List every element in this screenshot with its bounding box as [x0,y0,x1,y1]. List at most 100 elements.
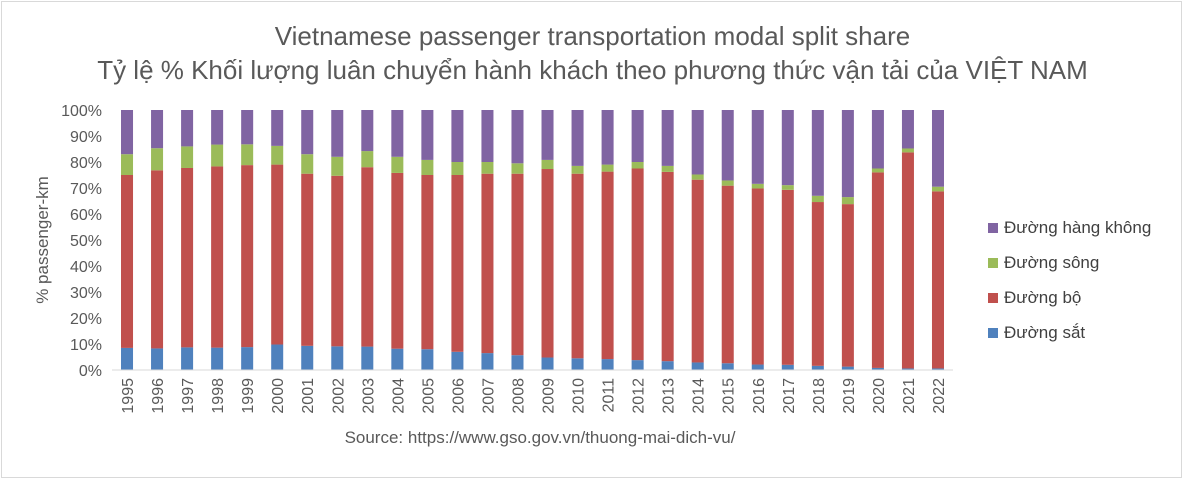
y-tick-label: 70% [70,181,102,198]
legend-label: Đường sông [1004,253,1100,272]
bar-segment [721,180,734,186]
bar-segment [721,185,734,364]
bar-segment [421,349,434,370]
bar-segment [271,145,284,165]
bar-segment [361,151,374,168]
bar-segment [451,175,464,352]
x-tick-label: 2001 [300,378,317,414]
x-tick-label: 1998 [210,378,227,414]
legend-swatch [988,293,998,303]
bar-segment [601,359,614,370]
bar-segment [571,110,584,166]
legend-label: Đường bộ [1004,288,1082,307]
y-tick-label: 60% [70,207,102,224]
x-tick-label: 2018 [811,378,828,414]
bar-segment [121,347,134,370]
bar-segment [661,361,674,370]
bar-segment [271,164,284,345]
bar-segment [331,110,344,157]
legend-swatch [988,328,998,338]
bar-segment [181,347,194,370]
legend-item: Đường hàng không [988,218,1151,238]
bar-segment [541,357,554,370]
bar-segment [661,110,674,166]
y-tick-label: 100% [61,103,102,120]
bar-segment [901,152,914,369]
bar-segment [301,110,314,155]
bar-segment [151,110,164,149]
bar-segment [931,191,944,369]
y-tick-label: 80% [70,155,102,172]
bar-segment [871,110,884,169]
bar-segment [811,365,824,370]
bar-segment [781,185,794,190]
legend-label: Đường hàng không [1004,218,1152,237]
bar-segment [901,368,914,370]
bar-segment [751,364,764,370]
bar-segment [541,159,554,170]
legend-swatch [988,223,998,233]
x-tick-label: 2011 [601,378,618,413]
x-tick-label: 2019 [841,378,858,414]
x-tick-label: 2007 [480,378,497,414]
bar-segment [181,167,194,348]
legend-label: Đường sắt [1004,323,1086,342]
bar-segment [181,110,194,147]
bar-segment [721,363,734,370]
bar-segment [361,167,374,347]
chart-subtitle: Tỷ lệ % Khối lượng luân chuyển hành khác… [97,55,1088,85]
bar-segment [361,110,374,152]
bar-segment [241,347,254,370]
chart-title: Vietnamese passenger transportation moda… [274,21,911,51]
bar-segment [331,346,344,370]
bar-segment [421,175,434,350]
x-tick-label: 2010 [571,378,588,414]
bar-segment [121,110,134,155]
x-tick-label: 1995 [120,378,137,414]
legend-swatch [988,258,998,268]
bar-segment [691,174,704,180]
bar-segment [841,366,854,370]
bar-segment [151,170,164,349]
x-tick-label: 2020 [871,378,888,414]
y-tick-label: 0% [79,363,102,380]
x-tick-label: 2000 [270,378,287,414]
bar-segment [211,110,224,145]
bar-segment [571,173,584,359]
bar-segment [571,165,584,174]
bar-segment [151,148,164,171]
bar-segment [931,186,944,192]
bar-segment [631,110,644,162]
bar-segment [361,346,374,370]
x-tick-label: 2016 [751,378,768,414]
bar-segment [871,172,884,368]
bar-segment [601,171,614,360]
bar-segment [121,175,134,348]
bar-segment [721,110,734,181]
bar-segment [691,362,704,370]
bar-segment [241,144,254,166]
bar-segment [271,344,284,370]
bar-segment [931,368,944,370]
y-tick-label: 10% [70,337,102,354]
bar-segment [811,195,824,203]
bar-segment [451,162,464,175]
bar-segment [391,110,404,157]
bar-segment [601,110,614,165]
bar-segment [631,162,644,169]
x-tick-label: 2014 [691,378,708,414]
bar-segment [301,345,314,370]
bar-segment [691,179,704,363]
bar-segment [541,110,554,160]
x-tick-label: 2002 [330,378,347,414]
bar-segment [241,110,254,145]
bar-segment [481,173,494,354]
x-tick-label: 2012 [631,378,648,414]
x-tick-label: 2021 [901,378,918,414]
bar-segment [271,110,284,146]
bar-segment [901,110,914,149]
bar-segment [301,154,314,174]
x-tick-label: 2008 [510,378,527,414]
bar-segment [511,173,524,356]
